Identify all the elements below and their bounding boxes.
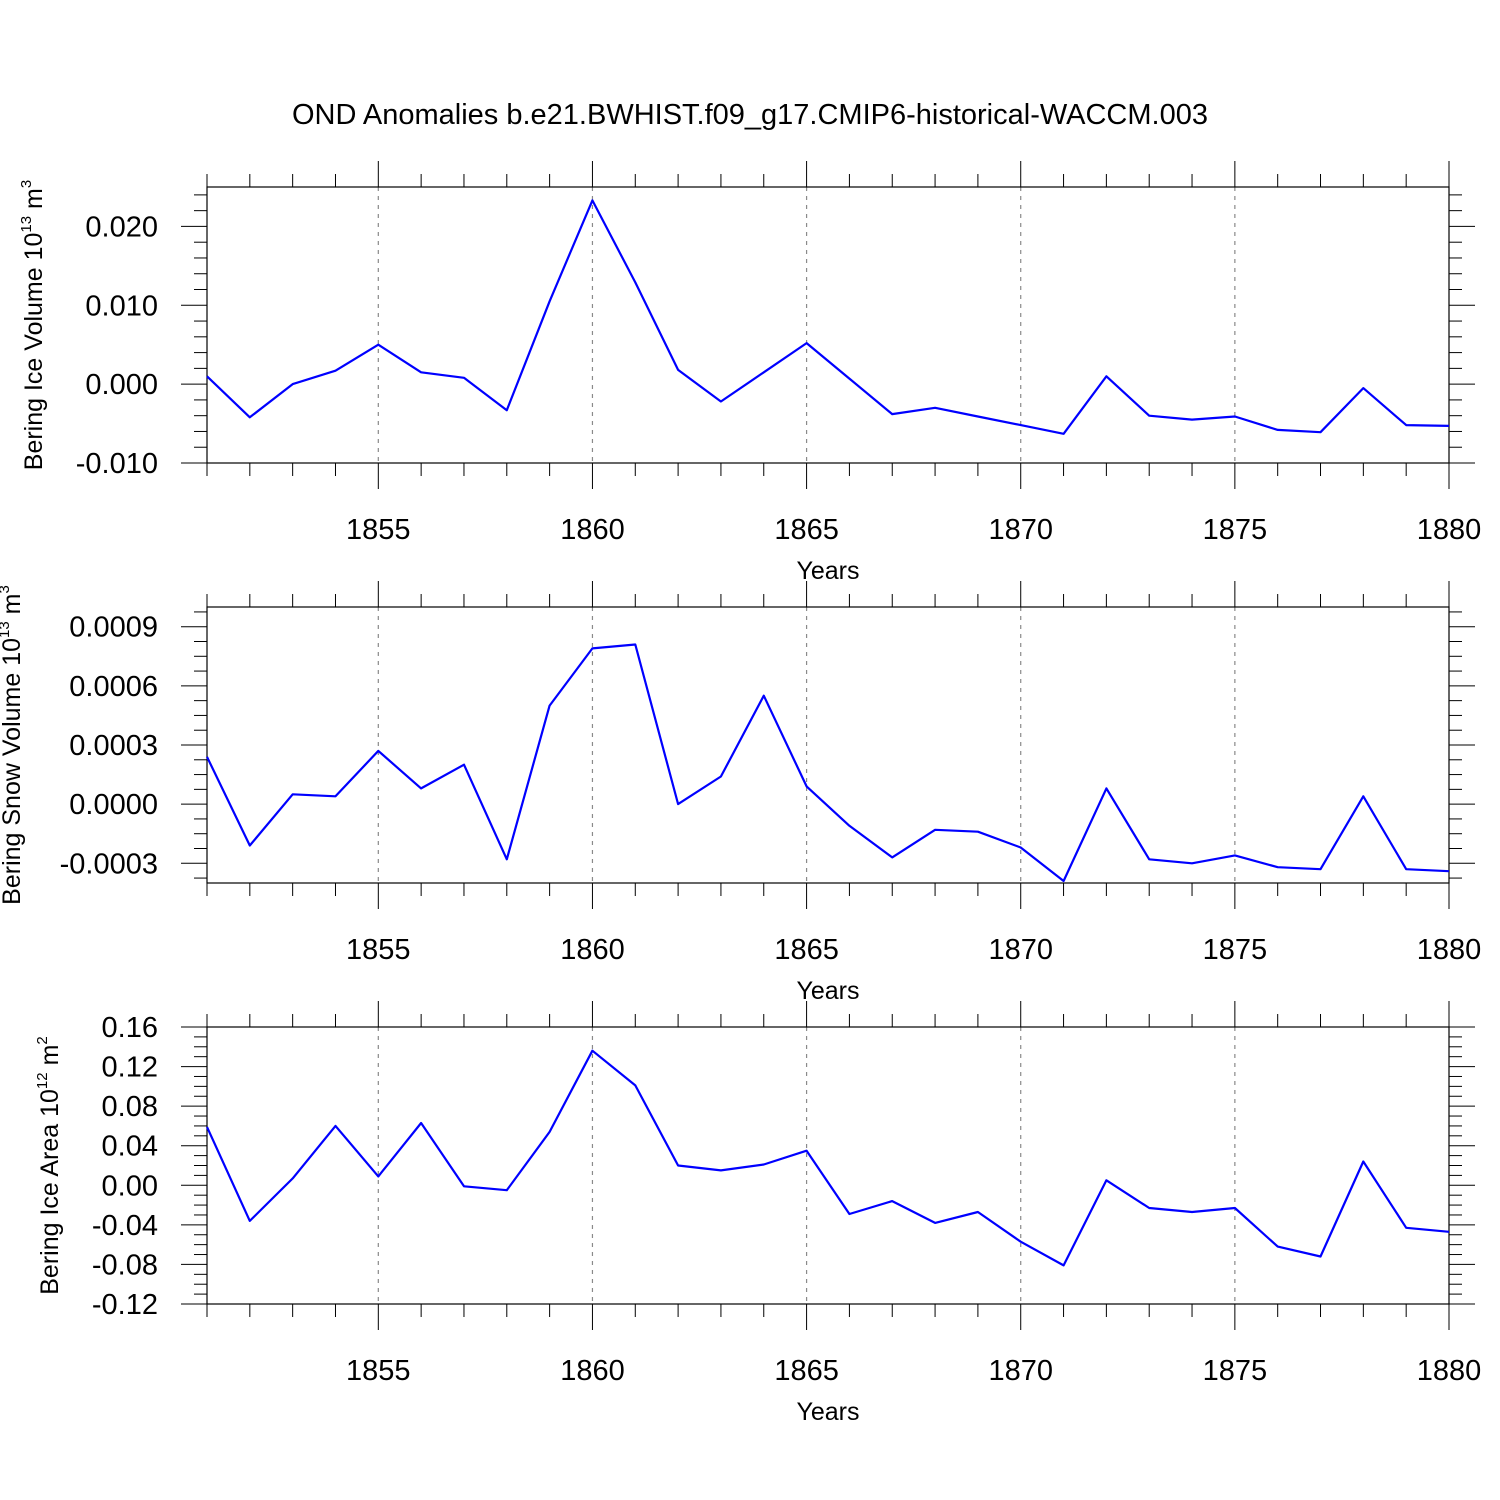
y-tick-label: 0.0009 [69, 612, 158, 644]
y-tick-label: 0.020 [85, 211, 158, 243]
x-axis-title: Years [796, 977, 859, 1005]
series-line [205, 1049, 1450, 1267]
y-axis-title: Bering Ice Area 1012 m2 [34, 1036, 64, 1295]
x-tick-label: 1860 [560, 514, 625, 546]
x-axis-title: Years [796, 1398, 859, 1426]
plot-frame [206, 606, 1450, 884]
y-axis-title-text: Bering Snow Volume 10 [0, 638, 26, 905]
panel-snow-volume: 1855 1860 1865 1870 1875 1880 Years 0.0009 0.000… [0, 581, 1481, 1005]
y-tick-label: 0.12 [102, 1052, 158, 1084]
y-tick-label: 0.00 [102, 1170, 158, 1202]
x-tick-label: 1880 [1417, 1355, 1482, 1387]
y-tick-label: -0.010 [76, 448, 158, 480]
x-tick-label: 1860 [560, 934, 625, 966]
figure-title: OND Anomalies b.e21.BWHIST.f09_g17.CMIP6… [292, 99, 1208, 131]
y-axis-title: Bering Snow Volume 1013 m3 [0, 585, 26, 905]
y-tick-label: 0.0006 [69, 671, 158, 703]
y-axis-title-exponent: 13 [18, 216, 35, 233]
y-axis-title-unit: m [20, 188, 48, 216]
x-tick-label: 1855 [346, 514, 411, 546]
y-axis-title-exponent: 12 [34, 1072, 51, 1089]
y-tick-label: 0.08 [102, 1091, 158, 1123]
y-tick-label: 0.16 [102, 1012, 158, 1044]
y-tick-label: -0.08 [92, 1249, 158, 1281]
plot-frame [206, 186, 1450, 464]
x-tick-label: 1855 [346, 934, 411, 966]
y-axis-title-text: Bering Ice Volume 10 [20, 233, 48, 471]
x-axis-title: Years [796, 557, 859, 585]
x-tick-label: 1865 [774, 1355, 839, 1387]
x-tick-label: 1880 [1417, 514, 1482, 546]
y-tick-label: 0.0000 [69, 789, 158, 821]
panel-ice-area: 1855 1860 1865 1870 1875 1880 Years 0.16 0.12 0.0… [34, 1001, 1481, 1426]
x-tick-label: 1880 [1417, 934, 1482, 966]
y-tick-label: 0.04 [102, 1131, 158, 1163]
x-tick-label: 1870 [988, 1355, 1053, 1387]
x-tick-label: 1870 [988, 514, 1053, 546]
y-tick-label: 0.0003 [69, 730, 158, 762]
y-tick-label: -0.04 [92, 1210, 158, 1242]
x-tick-label: 1875 [1203, 514, 1268, 546]
series-line [206, 643, 1450, 883]
plot-frame [206, 1026, 1450, 1305]
y-axis-title-unit-exponent: 2 [34, 1036, 51, 1044]
y-axis-title-exponent: 13 [0, 621, 13, 638]
x-tick-label: 1855 [346, 1355, 411, 1387]
y-tick-label: -0.0003 [60, 848, 158, 880]
y-axis-title-unit: m [36, 1045, 64, 1073]
y-tick-label: -0.12 [92, 1289, 158, 1321]
y-axis-title-unit-exponent: 3 [0, 585, 13, 593]
series-line [206, 199, 1450, 435]
y-axis-title-unit-exponent: 3 [18, 180, 35, 188]
x-tick-label: 1865 [774, 934, 839, 966]
x-tick-label: 1865 [774, 514, 839, 546]
x-tick-label: 1860 [560, 1355, 625, 1387]
y-tick-label: 0.000 [85, 369, 158, 401]
x-tick-label: 1875 [1203, 1355, 1268, 1387]
y-axis-title-text: Bering Ice Area 10 [36, 1089, 64, 1295]
x-tick-label: 1870 [988, 934, 1053, 966]
x-tick-label: 1875 [1203, 934, 1268, 966]
y-axis-title-unit: m [0, 594, 26, 622]
y-axis-title: Bering Ice Volume 1013 m3 [18, 180, 48, 470]
panel-ice-volume: 1855 1860 1865 1870 1875 1880 Years 0.020 0.010 0… [18, 161, 1481, 585]
y-tick-label: 0.010 [85, 290, 158, 322]
